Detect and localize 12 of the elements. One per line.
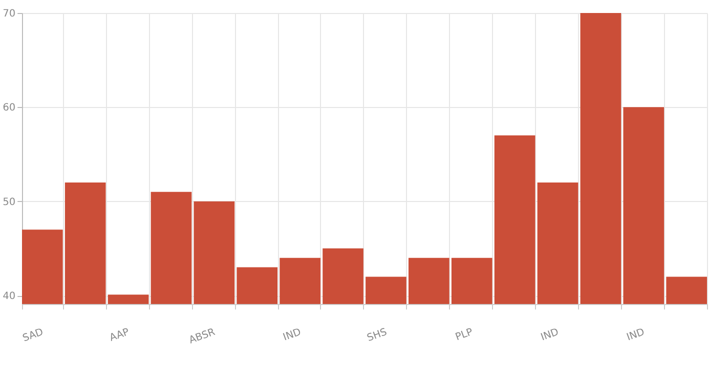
x-tick-label: SAD — [21, 326, 46, 344]
x-tick-label: IND — [540, 326, 561, 344]
y-tick-label: 60 — [2, 102, 16, 114]
x-tick-label: IND — [625, 326, 646, 344]
y-tick-label: 70 — [2, 8, 16, 20]
y-tick-label: 50 — [2, 196, 16, 208]
x-tick-label: SHS — [366, 326, 389, 344]
y-tick-label: 40 — [2, 291, 16, 302]
x-tick-label: ABSR — [188, 326, 217, 346]
x-tick-label: IND — [282, 326, 303, 344]
x-tick-label: PLP — [454, 326, 474, 344]
x-tick-label: AAP — [108, 326, 131, 344]
